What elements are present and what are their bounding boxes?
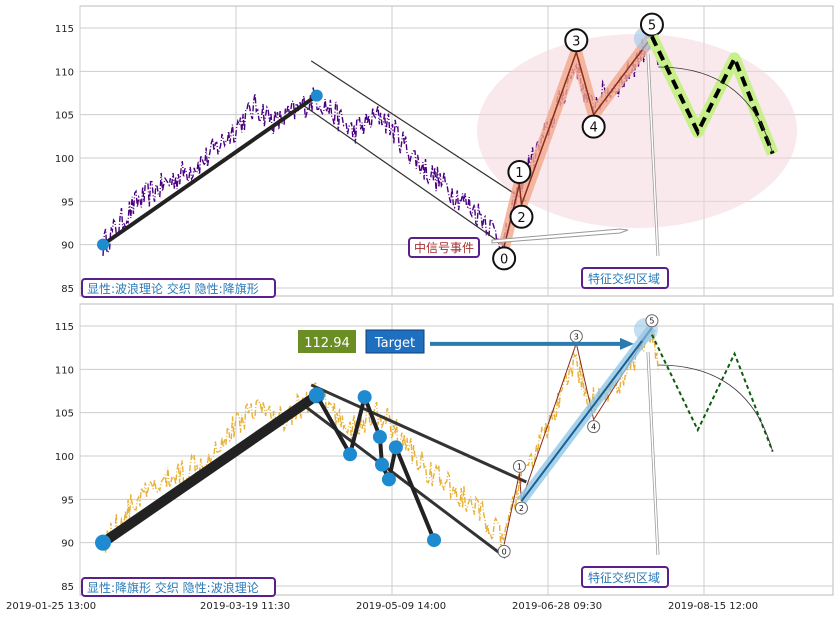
wave-line [503,327,653,545]
flag-point [388,440,403,455]
zone-pointer-inner [647,53,659,257]
wave-label: 5 [648,19,656,34]
y-tick-label: 85 [61,284,74,295]
wave-label: 2 [519,504,524,513]
x-tick-label: 2019-01-25 13:00 [6,601,96,612]
wave-label: 1 [517,462,522,471]
x-tick-label: 2019-05-09 14:00 [356,601,446,612]
trend-line [98,390,322,548]
signal-label: 中信号事件 [414,240,474,255]
projection-arc [658,364,774,452]
y-tick-label: 115 [55,24,74,35]
wave-label: 3 [574,332,579,341]
channel-upper-line [310,383,527,484]
wave-label-circle [492,246,517,271]
wave-label-circle [497,544,511,558]
target-value: 112.94 [304,336,350,351]
pattern-label: 显性:降旗形 交织 隐性:波浪理论 [87,580,259,595]
trend-point [97,238,109,251]
x-tick-label: 2019-08-15 12:00 [668,601,758,612]
flag-point [427,533,442,548]
wave-label-circle [645,314,659,328]
x-tick-label: 2019-03-19 11:30 [200,601,290,612]
signal-arrow [491,228,629,244]
y-tick-label: 95 [61,495,74,506]
flag-point [309,388,324,403]
x-axis: 2019-01-25 13:00 2019-03-19 11:30 2019-05-… [6,601,758,612]
pattern-label: 显性:波浪理论 交织 隐性:降旗形 [87,281,259,296]
top-panel: 85 90 95 100 105 110 115 0 1 2 3 4 5 显性:波浪理论 交织 隐性:降旗… [55,5,834,298]
wave-label-circle [587,420,601,434]
wave-label: 2 [517,211,525,226]
zone-pointer-inner [647,351,659,556]
target-label-box [365,329,425,354]
y-tick-label: 100 [55,452,74,463]
y-tick-label: 105 [55,409,74,420]
trend-point [310,89,323,102]
wave-label-circle [639,12,664,37]
y-tick-label: 95 [61,197,74,208]
y-tick-label: 100 [55,154,74,165]
wave-label: 1 [515,166,523,181]
zone-label: 特征交织区域 [588,271,660,286]
y-tick-label: 90 [61,241,74,252]
wave-label-circle [581,114,606,139]
target-label: Target [374,336,415,351]
y-tick-label: 85 [61,582,74,593]
wave-label-circle [564,28,589,53]
wave-label: 0 [500,252,508,267]
wave-label: 4 [591,423,596,432]
wave-label: 4 [590,121,598,136]
wave-label-circle [507,160,532,184]
pattern-label-box [81,577,276,597]
trend-line [101,93,319,247]
target-arrow-head [620,337,634,350]
y-tick-label: 105 [55,111,74,122]
y-tick-label: 115 [55,322,74,333]
pattern-label-box [81,278,276,298]
flag-point [357,390,372,405]
wave-label-circle [514,501,528,515]
projection-line [650,35,775,155]
trend-point [95,534,111,551]
wave-line [503,36,653,247]
flag-point [374,457,389,472]
target-value-box [298,330,356,353]
signal-label-box [408,237,480,258]
channel-lower-line [303,105,506,247]
wave-label: 3 [572,34,580,49]
breakout-line [520,327,653,502]
wave-label: 0 [502,547,507,556]
wave-label: 5 [649,317,654,326]
x-tick-label: 2019-06-28 09:30 [512,601,602,612]
y-tick-label: 90 [61,539,74,550]
channel-upper-line [310,60,527,202]
zone-label: 特征交织区域 [588,570,660,585]
wave-label-circle [512,459,526,473]
bottom-panel: 85 90 95 100 105 110 115 0 1 2 3 4 5 显性:降旗形 交织 隐性:波浪理… [55,303,834,597]
y-tick-label: 110 [55,67,74,78]
flag-point [343,447,358,462]
projection-line [651,334,774,453]
projection-arc [658,66,774,154]
flag-point [372,429,387,444]
wave-label-circle [509,204,534,229]
zone-label-box [581,566,669,588]
zone-label-box [581,267,669,289]
flag-point [381,472,396,487]
y-tick-label: 110 [55,365,74,376]
